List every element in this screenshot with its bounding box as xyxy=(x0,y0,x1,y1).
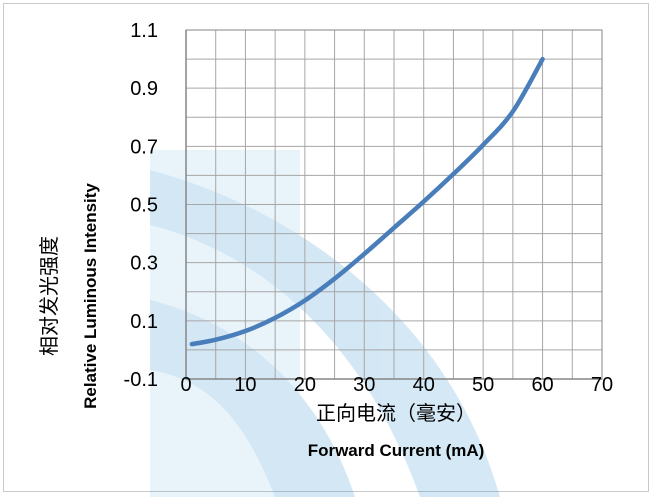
y-axis-title-cn: 相对发光强度 xyxy=(37,236,61,356)
x-tick-label: 60 xyxy=(531,374,553,396)
chart-frame xyxy=(3,3,649,492)
x-tick-label: 10 xyxy=(234,374,256,396)
y-tick-label: -0.1 xyxy=(124,369,158,391)
x-tick-label: 30 xyxy=(353,374,375,396)
grid xyxy=(186,30,602,379)
x-tick-label: 0 xyxy=(180,374,191,396)
x-axis-title-en: Forward Current (mA) xyxy=(308,441,485,460)
x-tick-label: 70 xyxy=(591,374,613,396)
x-tick-label: 50 xyxy=(472,374,494,396)
y-tick-label: 0.9 xyxy=(130,78,158,100)
x-axis-title-cn: 正向电流（毫安） xyxy=(316,401,476,425)
series-line xyxy=(189,56,545,347)
y-tick-label: 0.1 xyxy=(130,311,158,333)
series-group xyxy=(189,56,545,347)
y-tick-labels: -0.1 0.1 0.3 0.5 0.7 0.9 1.1 xyxy=(124,20,158,391)
y-tick-label: 0.3 xyxy=(130,253,158,275)
plot-border xyxy=(185,29,603,380)
y-axis-title-en: Relative Luminous Intensity xyxy=(81,183,100,409)
x-tick-labels: 0 10 20 30 40 50 60 70 xyxy=(180,374,613,396)
y-tick-label: 0.5 xyxy=(130,195,158,217)
y-tick-label: 1.1 xyxy=(130,20,158,42)
y-tick-label: 0.7 xyxy=(130,136,158,158)
x-tick-label: 20 xyxy=(294,374,316,396)
x-tick-label: 40 xyxy=(413,374,435,396)
